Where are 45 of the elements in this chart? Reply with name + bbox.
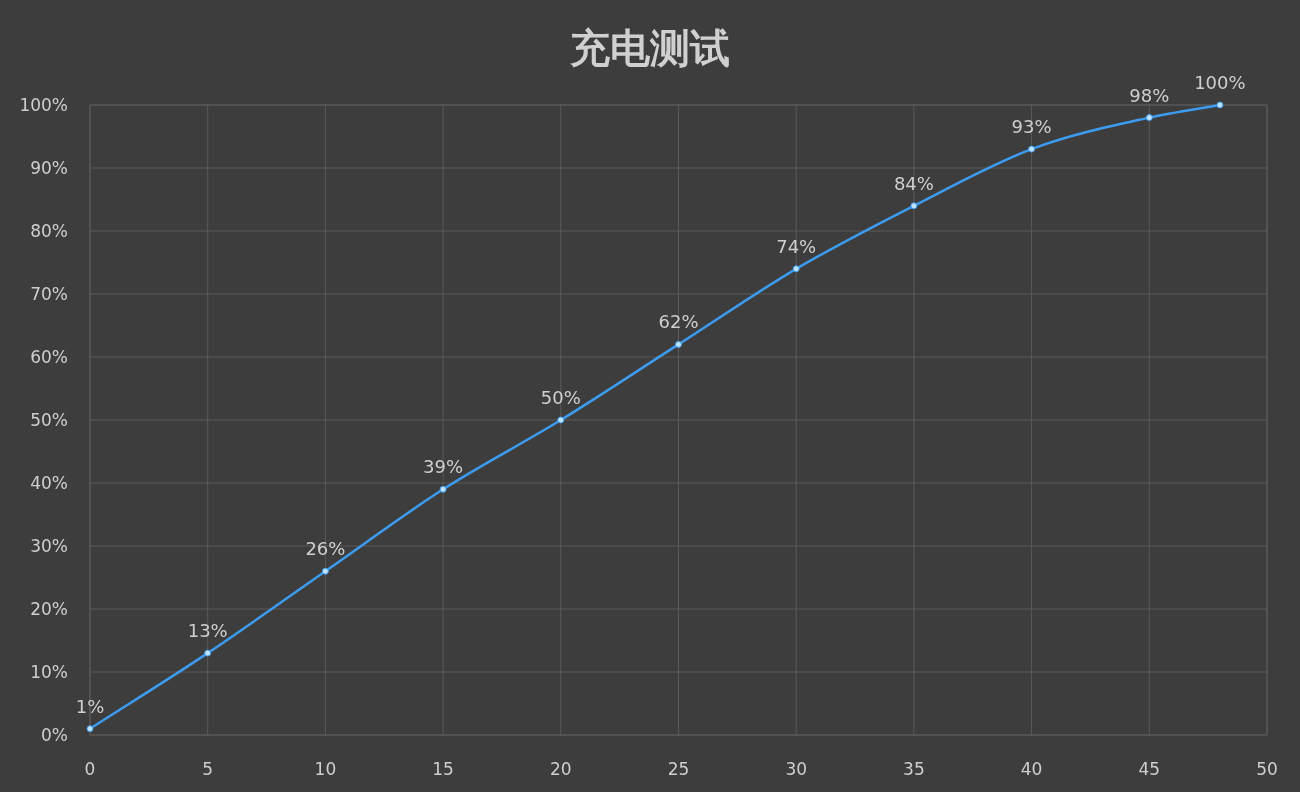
y-tick-label: 50% [30, 410, 68, 430]
data-label: 93% [1011, 116, 1052, 138]
data-label: 39% [423, 456, 464, 478]
y-tick-label: 10% [30, 662, 68, 682]
x-tick-label: 45 [1138, 759, 1161, 779]
point [675, 340, 682, 348]
x-tick-label: 40 [1020, 759, 1043, 779]
point [204, 649, 212, 657]
y-tick-label: 30% [30, 536, 68, 556]
y-tick-label: 20% [30, 599, 68, 619]
data-label: 98% [1129, 84, 1170, 106]
x-tick-label: 0 [84, 759, 96, 779]
x-tick-label: 15 [432, 759, 454, 779]
point [321, 567, 329, 575]
y-tick-label: 70% [30, 284, 68, 304]
y-tick-label: 60% [30, 347, 68, 367]
chart-title: 充电测试 [569, 25, 730, 71]
x-tick-label: 25 [667, 759, 690, 779]
point [1028, 145, 1036, 153]
point [557, 416, 565, 424]
point [86, 725, 94, 733]
point [910, 202, 918, 210]
x-tick-label: 20 [549, 759, 572, 779]
point [1216, 101, 1224, 109]
x-tick-label: 35 [903, 759, 925, 779]
point [439, 485, 447, 493]
x-tick-label: 5 [202, 759, 214, 779]
x-tick-label: 10 [314, 759, 337, 779]
data-label: 62% [658, 311, 699, 333]
y-tick-label: 80% [30, 221, 68, 241]
data-label: 50% [540, 387, 581, 408]
data-label: 84% [893, 172, 934, 194]
y-tick-label: 90% [30, 158, 68, 178]
point [1145, 114, 1153, 122]
data-label: 1% [75, 695, 105, 717]
point [792, 265, 800, 273]
data-label: 74% [776, 235, 817, 257]
data-label: 26% [305, 538, 346, 560]
data-label: 100% [1194, 72, 1246, 93]
x-tick-label: 30 [785, 759, 808, 779]
y-tick-label: 40% [30, 473, 68, 493]
y-tick-label: 0% [41, 725, 68, 745]
x-tick-label: 50 [1256, 759, 1278, 779]
data-label: 13% [187, 620, 228, 642]
y-tick-label: 100% [19, 95, 68, 115]
